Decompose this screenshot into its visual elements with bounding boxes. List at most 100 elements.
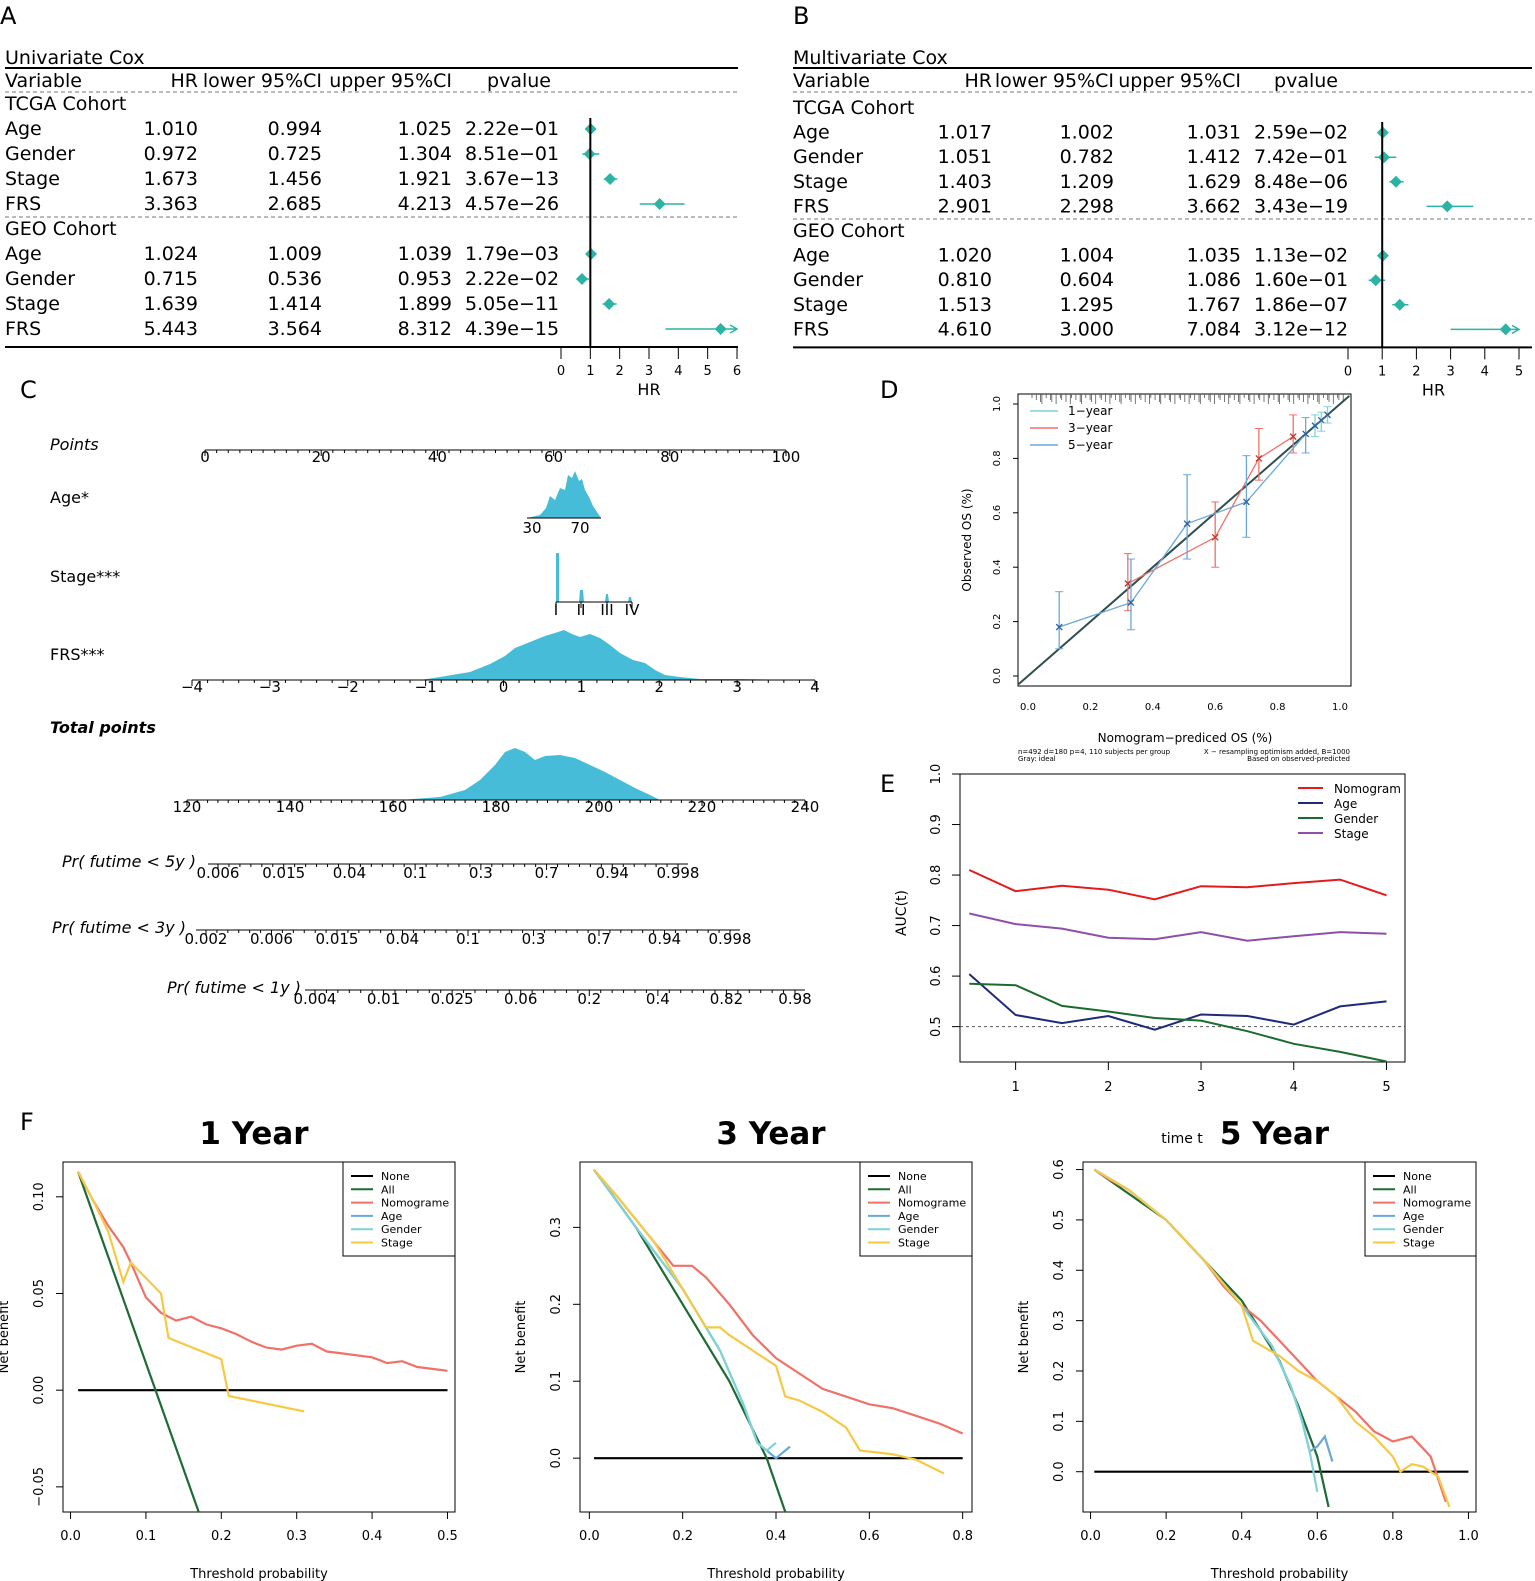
calibration-ideal-line — [1017, 395, 1351, 685]
forest-variable: Gender — [5, 143, 75, 165]
forest-hr: 2.901 — [938, 195, 992, 217]
dca-y-tick-label: 0.3 — [1052, 1310, 1067, 1331]
forest-hr: 1.513 — [938, 294, 992, 316]
forest-pvalue: 3.43e−19 — [1254, 195, 1348, 217]
calibration-x-axis-label: Nomogram−prediced OS (%) — [1098, 731, 1273, 745]
nomogram-tick-label: 0.04 — [386, 930, 419, 948]
nomogram-tick-label: −2 — [337, 678, 359, 696]
nomogram-density — [192, 630, 800, 680]
auc-series-line — [969, 982, 1387, 1063]
forest-upper: 3.662 — [1187, 195, 1241, 217]
nomogram-tick-label: 0.2 — [577, 990, 601, 1008]
forest-pvalue: 2.59e−02 — [1254, 122, 1348, 144]
calibration-y-tick-label: 1.0 — [992, 396, 1003, 412]
nomogram-tick-label: 40 — [428, 448, 447, 466]
dca-legend-label: None — [898, 1170, 927, 1183]
forest-group-label: TCGA Cohort — [4, 93, 126, 115]
forest-header: pvalue — [1274, 70, 1338, 92]
forest-variable: FRS — [793, 195, 829, 217]
dca-x-tick-label: 0.4 — [1231, 1529, 1252, 1544]
forest-hr-marker — [604, 173, 617, 185]
forest-axis-tick-label: 3 — [645, 364, 653, 379]
nomogram-tick-label: 0.82 — [710, 990, 743, 1008]
dca-y-tick-label: −0.05 — [32, 1467, 47, 1507]
nomogram-stage-label: Stage*** — [50, 567, 120, 586]
dca-frame — [1082, 1161, 1477, 1513]
nomogram-prob-label: Pr( futime < 3y ) — [52, 918, 186, 937]
auc-x-tick-label: 1 — [1011, 1080, 1019, 1095]
dca-legend-label: Stage — [898, 1237, 930, 1250]
nomogram-tick-label: 80 — [660, 448, 679, 466]
forest-hr: 1.010 — [144, 118, 198, 140]
forest-upper: 1.767 — [1187, 294, 1241, 316]
forest-pvalue: 3.12e−12 — [1254, 318, 1348, 340]
nomogram-prob-label: Pr( futime < 1y ) — [167, 978, 301, 997]
nomogram-tick-label: 0.3 — [522, 930, 546, 948]
calibration-point — [1242, 498, 1250, 506]
nomogram-tick-label: 0.998 — [709, 930, 752, 948]
dca-lines — [1093, 1168, 1469, 1508]
forest-group-label: TCGA Cohort — [792, 97, 914, 119]
calibration-legend-label: 1−year — [1068, 404, 1113, 418]
forest-hr: 1.673 — [144, 168, 198, 190]
forest-lower: 1.004 — [1060, 245, 1114, 267]
dca-y-tick-label: 0.0 — [1052, 1461, 1067, 1482]
dca-series-line — [1093, 1168, 1319, 1493]
dca-legend-label: Stage — [381, 1237, 413, 1250]
forest-variable: Gender — [793, 269, 863, 291]
forest-upper: 8.312 — [398, 318, 452, 340]
auc-x-tick-label: 3 — [1197, 1080, 1205, 1095]
forest-axis-tick-label: 2 — [616, 364, 624, 379]
dca-title: 3 Year — [716, 1116, 826, 1152]
calibration-point — [1289, 433, 1297, 441]
nomogram-tick-label: 0.3 — [469, 864, 493, 882]
dca-x-tick-label: 0.5 — [437, 1529, 458, 1544]
calibration-y-tick-label: 0.4 — [992, 559, 1003, 575]
calibration-point — [1055, 623, 1063, 631]
calibration-x-tick-label: 0.0 — [1020, 702, 1036, 713]
forest-axis-tick-label: 1 — [586, 364, 594, 379]
forest-upper: 1.039 — [398, 243, 452, 265]
dca-x-axis-label: Threshold probability — [1210, 1567, 1349, 1581]
dca-x-tick-label: 0.2 — [672, 1529, 693, 1544]
forest-hr: 1.020 — [938, 245, 992, 267]
forest-hr: 1.017 — [938, 122, 992, 144]
dca-y-tick-label: 0.6 — [1052, 1159, 1067, 1180]
calibration-point — [1127, 599, 1135, 607]
nomogram-tick-label: 220 — [688, 798, 717, 816]
calibration-y-tick-label: 0.8 — [992, 450, 1003, 466]
calibration-y-tick-label: 0.0 — [992, 668, 1003, 684]
forest-hr: 1.051 — [938, 146, 992, 168]
forest-pvalue: 8.51e−01 — [465, 143, 559, 165]
nomogram-tick-label: IV — [625, 601, 640, 619]
forest-lower: 0.994 — [268, 118, 322, 140]
dca-series-line — [593, 1169, 777, 1452]
nomogram-tick-label: −4 — [181, 678, 203, 696]
nomogram-total-label: Total points — [50, 718, 156, 737]
forest-pvalue: 1.79e−03 — [465, 243, 559, 265]
auc-x-tick-label: 5 — [1382, 1080, 1390, 1095]
nomogram-tick-label: 4 — [810, 678, 820, 696]
forest-axis-tick-label: 2 — [1412, 364, 1420, 379]
dca-frame — [62, 1161, 456, 1513]
nomogram-tick-label: 0.002 — [185, 930, 228, 948]
forest-hr: 1.024 — [144, 243, 198, 265]
forest-hr-marker — [1393, 298, 1406, 311]
nomogram-tick-label: 0.01 — [367, 990, 400, 1008]
auc-y-axis-label: AUC(t) — [894, 890, 910, 936]
calibration-y-tick-label: 0.6 — [992, 505, 1003, 521]
forest-variable: FRS — [793, 318, 829, 340]
forest-variable: Stage — [793, 294, 848, 316]
forest-upper: 0.953 — [398, 268, 452, 290]
auc-legend-label: Nomogram — [1334, 782, 1401, 796]
dca-legend-label: Gender — [898, 1223, 939, 1236]
forest-pvalue: 5.05e−11 — [465, 293, 559, 315]
dca-series-line — [77, 1171, 200, 1512]
forest-upper: 1.035 — [1187, 245, 1241, 267]
forest-variable: Age — [5, 118, 42, 140]
auc-legend-label: Age — [1334, 797, 1357, 811]
forest-variable: FRS — [5, 318, 41, 340]
